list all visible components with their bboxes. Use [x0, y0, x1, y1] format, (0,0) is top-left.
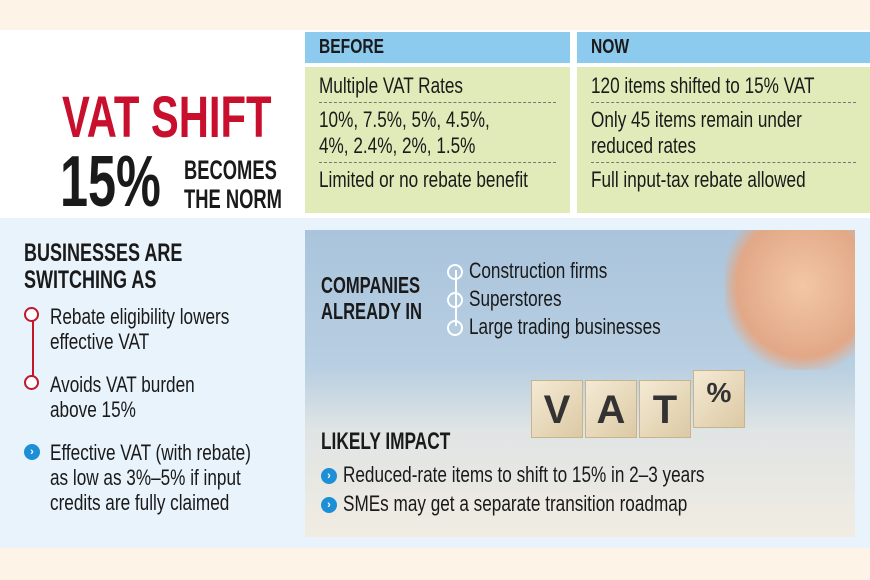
ring-icon — [447, 320, 463, 337]
cube-percent: % — [693, 370, 745, 428]
before-header: BEFORE — [305, 32, 570, 63]
switching-heading: BUSINESSES ARE SWITCHING AS — [24, 239, 183, 294]
companies-heading: COMPANIES ALREADY IN — [321, 272, 422, 324]
cube-a: A — [585, 380, 637, 438]
cube-t: T — [639, 380, 691, 438]
chevron-right-icon: › — [24, 444, 40, 460]
subtitle: BECOMES THE NORM — [184, 155, 282, 214]
hand-image — [725, 230, 855, 370]
impact-list: › Reduced-rate items to shift to 15% in … — [321, 462, 807, 520]
switching-item: › Effective VAT (with rebate) as low as 3… — [24, 440, 308, 515]
title: VAT SHIFT — [62, 85, 272, 150]
timeline-line — [32, 312, 34, 378]
impact-heading: LIKELY IMPACT — [321, 428, 451, 455]
ring-icon — [447, 264, 463, 281]
ring-icon — [447, 292, 463, 309]
switching-item: Avoids VAT burden above 15% — [24, 372, 236, 422]
chevron-right-icon: › — [321, 468, 337, 485]
ring-icon — [24, 307, 39, 322]
now-box: 120 items shifted to 15% VAT Only 45 ite… — [577, 67, 870, 213]
ring-icon — [24, 375, 39, 390]
switching-item: Rebate eligibility lowers effective VAT — [24, 304, 280, 354]
chevron-right-icon: › — [321, 497, 337, 514]
big-percent: 15% — [60, 142, 161, 222]
before-box: Multiple VAT Rates 10%, 7.5%, 5%, 4.5%, … — [305, 67, 570, 213]
companies-list: Construction firms Superstores Large tra… — [447, 258, 715, 342]
vat-cubes-photo: V A T % COMPANIES ALREADY IN Constructio… — [305, 230, 855, 537]
cube-v: V — [531, 380, 583, 438]
now-header: NOW — [577, 32, 870, 63]
